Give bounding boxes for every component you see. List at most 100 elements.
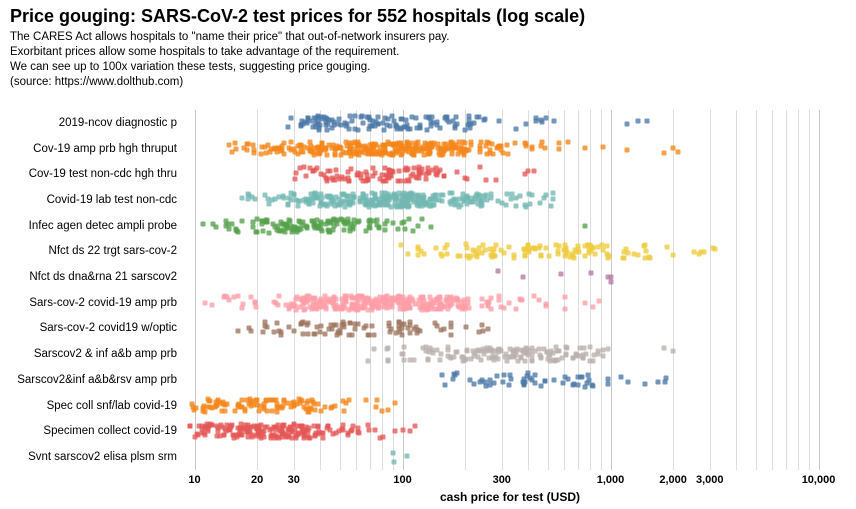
data-point xyxy=(580,353,585,358)
data-point xyxy=(435,347,440,352)
data-point xyxy=(559,272,564,277)
data-point xyxy=(426,152,431,157)
gridline xyxy=(403,110,404,470)
data-point xyxy=(521,380,526,385)
data-point xyxy=(571,256,576,261)
data-point xyxy=(701,249,706,254)
data-point xyxy=(543,301,548,306)
data-point xyxy=(344,299,349,304)
data-point xyxy=(318,324,323,329)
data-point xyxy=(512,141,517,146)
data-point xyxy=(317,429,322,434)
data-point xyxy=(447,144,452,149)
data-point xyxy=(286,124,291,129)
data-point xyxy=(467,114,472,119)
data-point xyxy=(307,293,312,298)
data-point xyxy=(661,151,666,156)
data-point xyxy=(386,358,391,363)
data-point xyxy=(241,145,246,150)
data-point xyxy=(247,326,252,331)
data-point xyxy=(593,251,598,256)
data-point xyxy=(440,198,445,203)
data-point xyxy=(382,127,387,132)
data-point xyxy=(342,228,347,233)
data-point xyxy=(356,322,361,327)
data-point xyxy=(404,202,409,207)
data-point xyxy=(671,348,676,353)
data-point xyxy=(398,296,403,301)
data-point xyxy=(351,218,356,223)
data-point xyxy=(439,152,444,157)
data-point xyxy=(675,150,680,155)
data-point xyxy=(270,197,275,202)
data-point xyxy=(353,127,358,132)
data-point xyxy=(385,407,390,412)
data-point xyxy=(543,245,548,250)
data-point xyxy=(710,245,715,250)
subtitle-line: (source: https://www.dolthub.com) xyxy=(10,75,449,90)
data-point xyxy=(506,152,511,157)
data-point xyxy=(281,398,286,403)
data-point xyxy=(407,216,412,221)
data-point xyxy=(227,298,232,303)
data-point xyxy=(407,357,412,362)
data-point xyxy=(365,423,370,428)
data-point xyxy=(647,255,652,260)
data-point xyxy=(449,152,454,157)
y-tick-label: Svnt sarscov2 elisa plsm srm xyxy=(28,451,177,463)
data-point xyxy=(282,230,287,235)
data-point xyxy=(448,303,453,308)
data-point xyxy=(550,357,555,362)
data-point xyxy=(305,115,310,120)
data-point xyxy=(462,146,467,151)
data-point xyxy=(418,170,423,175)
data-point xyxy=(413,115,418,120)
data-point xyxy=(287,145,292,150)
data-point xyxy=(383,201,388,206)
data-point xyxy=(371,165,376,170)
data-point xyxy=(312,152,317,157)
data-point xyxy=(234,146,239,151)
data-point xyxy=(511,255,516,260)
data-point xyxy=(556,141,561,146)
data-point xyxy=(499,200,504,205)
data-point xyxy=(621,255,626,260)
data-point xyxy=(377,224,382,229)
data-point xyxy=(325,218,330,223)
data-point xyxy=(483,248,488,253)
data-point xyxy=(516,359,521,364)
data-point xyxy=(392,192,397,197)
data-point xyxy=(365,301,370,306)
data-point xyxy=(439,304,444,309)
data-point xyxy=(250,224,255,229)
data-point xyxy=(399,153,404,158)
data-point xyxy=(423,306,428,311)
data-point xyxy=(344,140,349,145)
data-point xyxy=(311,168,316,173)
gridline xyxy=(393,110,394,470)
gridline xyxy=(340,110,341,470)
data-point xyxy=(265,142,270,147)
y-tick-label: Infec agen detec ampli probe xyxy=(29,220,177,232)
data-point xyxy=(556,348,561,353)
data-point xyxy=(494,242,499,247)
data-point xyxy=(265,324,270,329)
data-point xyxy=(462,175,467,180)
x-tick-label: 20 xyxy=(251,474,263,486)
data-point xyxy=(431,140,436,145)
data-point xyxy=(297,227,302,232)
data-point xyxy=(454,350,459,355)
data-point xyxy=(596,298,601,303)
data-point xyxy=(395,124,400,129)
data-point xyxy=(588,359,593,364)
data-point xyxy=(442,326,447,331)
data-point xyxy=(390,450,395,455)
data-point xyxy=(445,345,450,350)
data-point xyxy=(670,253,675,258)
data-point xyxy=(383,295,388,300)
data-point xyxy=(223,409,228,414)
data-point xyxy=(438,357,443,362)
data-point xyxy=(406,303,411,308)
data-point xyxy=(266,202,271,207)
data-point xyxy=(455,121,460,126)
